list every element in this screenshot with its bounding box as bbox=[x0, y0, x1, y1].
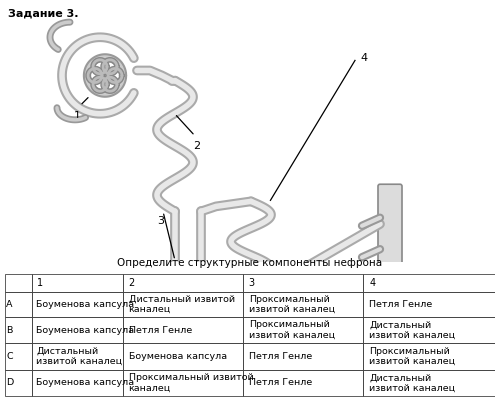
Text: Определите структурные компоненты нефрона: Определите структурные компоненты нефрон… bbox=[118, 258, 382, 268]
Text: Проксимальный
извитой каналец: Проксимальный извитой каналец bbox=[248, 320, 334, 340]
Bar bbox=[362, 370, 495, 396]
Bar bbox=[32, 317, 122, 343]
Text: B: B bbox=[6, 326, 12, 335]
Text: Петля Генле: Петля Генле bbox=[370, 300, 432, 309]
Text: Проксимальный
извитой каналец: Проксимальный извитой каналец bbox=[370, 347, 456, 366]
Text: 3: 3 bbox=[248, 278, 255, 288]
Text: 1: 1 bbox=[36, 278, 43, 288]
Bar bbox=[32, 343, 122, 370]
Text: 4: 4 bbox=[360, 54, 367, 63]
Bar bbox=[122, 317, 242, 343]
Text: Дистальный
извитой каналец: Дистальный извитой каналец bbox=[370, 373, 456, 393]
Text: Петля Генле: Петля Генле bbox=[248, 378, 312, 387]
Bar bbox=[242, 370, 362, 396]
Bar bbox=[5, 292, 32, 317]
Bar bbox=[32, 274, 122, 292]
Bar bbox=[242, 274, 362, 292]
Text: Дистальный
извитой каналец: Дистальный извитой каналец bbox=[370, 320, 456, 340]
Text: Боуменова капсула: Боуменова капсула bbox=[36, 300, 134, 309]
Bar bbox=[5, 274, 32, 292]
Text: Дистальный
извитой каналец: Дистальный извитой каналец bbox=[36, 347, 122, 366]
Bar bbox=[32, 292, 122, 317]
Text: Проксимальный извитой
каналец: Проксимальный извитой каналец bbox=[128, 373, 254, 393]
Text: 4: 4 bbox=[370, 278, 376, 288]
Text: C: C bbox=[6, 352, 13, 361]
Bar bbox=[5, 370, 32, 396]
Text: Дистальный извитой
каналец: Дистальный извитой каналец bbox=[128, 295, 234, 314]
Text: Проксимальный
извитой каналец: Проксимальный извитой каналец bbox=[248, 295, 334, 314]
Bar bbox=[122, 343, 242, 370]
Text: Боуменова капсула: Боуменова капсула bbox=[36, 326, 134, 335]
Bar bbox=[242, 292, 362, 317]
Text: 2: 2 bbox=[128, 278, 135, 288]
Text: A: A bbox=[6, 300, 13, 309]
Text: D: D bbox=[6, 378, 14, 387]
Bar bbox=[242, 343, 362, 370]
Bar bbox=[122, 274, 242, 292]
Text: Петля Генле: Петля Генле bbox=[248, 352, 312, 361]
Text: 3: 3 bbox=[158, 216, 164, 227]
Bar bbox=[362, 292, 495, 317]
Bar bbox=[32, 370, 122, 396]
Text: 2: 2 bbox=[194, 141, 200, 151]
Text: Задание 3.: Задание 3. bbox=[8, 8, 78, 18]
Bar bbox=[362, 343, 495, 370]
Text: 1: 1 bbox=[74, 111, 80, 121]
Bar bbox=[362, 274, 495, 292]
Bar bbox=[122, 292, 242, 317]
Text: Боуменова капсула: Боуменова капсула bbox=[36, 378, 134, 387]
Bar bbox=[122, 370, 242, 396]
Bar bbox=[5, 343, 32, 370]
FancyBboxPatch shape bbox=[378, 184, 402, 314]
Bar bbox=[362, 317, 495, 343]
Bar bbox=[242, 317, 362, 343]
Bar bbox=[5, 317, 32, 343]
Text: Боуменова капсула: Боуменова капсула bbox=[128, 352, 226, 361]
Text: Петля Генле: Петля Генле bbox=[128, 326, 192, 335]
